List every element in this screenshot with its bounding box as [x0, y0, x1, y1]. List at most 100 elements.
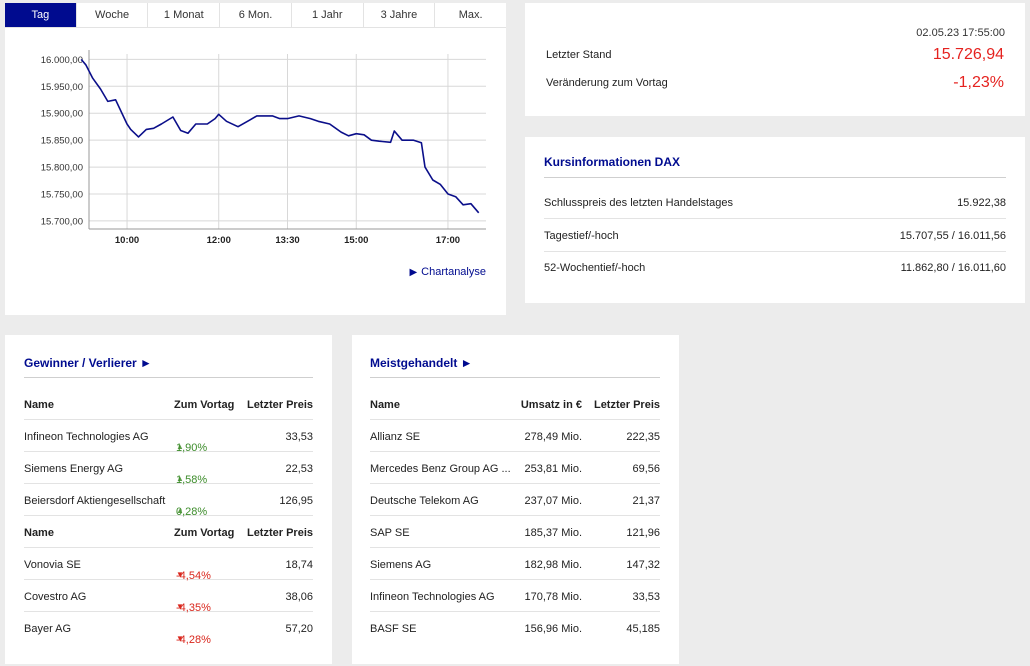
chart-panel: Tag Woche 1 Monat 6 Mon. 1 Jahr 3 Jahre …: [5, 3, 506, 315]
table-row[interactable]: Infineon Technologies AG 170,78 Mio. 33,…: [370, 580, 660, 612]
stock-price: 21,37: [632, 495, 660, 507]
y-tick-label: 16.000,00: [41, 55, 83, 66]
stock-name: Allianz SE: [370, 431, 421, 443]
table-row[interactable]: Deutsche Telekom AG 237,07 Mio. 21,37: [370, 484, 660, 516]
tab-3-years[interactable]: 3 Jahre: [364, 3, 436, 27]
table-row[interactable]: Vonovia SE ▼ -4,54% 18,74: [24, 548, 313, 582]
y-tick-label: 15.700,00: [41, 216, 83, 227]
info-row-label: 52-Wochentief/-hoch: [544, 262, 646, 274]
gainers-losers-panel: Gewinner / Verlierer ► Name Zum Vortag L…: [5, 335, 332, 664]
info-row-label: Tagestief/-hoch: [544, 230, 619, 242]
y-tick-label: 15.950,00: [41, 82, 83, 93]
tab-1-year[interactable]: 1 Jahr: [292, 3, 364, 27]
info-row-value: 11.862,80 / 16.011,60: [900, 262, 1006, 274]
stock-name: Siemens Energy AG: [24, 463, 124, 475]
most-traded-panel: Meistgehandelt ► Name Umsatz in € Letzte…: [352, 335, 679, 664]
column-header-price: Letzter Preis: [593, 399, 660, 411]
divider: [544, 218, 1006, 219]
stock-name: Deutsche Telekom AG: [370, 495, 479, 507]
triangle-down-icon: ▼: [176, 634, 184, 643]
stock-name: Beiersdorf Aktiengesellschaft: [24, 495, 166, 507]
table-row[interactable]: Siemens Energy AG ▲ 1,58% 22,53: [24, 452, 313, 486]
triangle-down-icon: ▼: [176, 570, 184, 579]
info-row-label: Schlusspreis des letzten Handelstages: [544, 197, 733, 209]
stock-name: BASF SE: [370, 623, 417, 635]
x-tick-label: 15:00: [344, 235, 368, 246]
triangle-up-icon: ▲: [176, 474, 184, 483]
chart-analysis-link[interactable]: ▶ Chartanalyse: [409, 266, 486, 278]
most-traded-table: Name Umsatz in € Letzter Preis Allianz S…: [370, 388, 660, 662]
column-header-price: Letzter Preis: [246, 527, 313, 539]
stock-price: 121,96: [626, 527, 660, 539]
column-header-change: Zum Vortag: [174, 399, 235, 411]
stock-name: Siemens AG: [370, 559, 432, 571]
info-row: 52-Wochentief/-hoch 11.862,80 / 16.011,6…: [544, 262, 1006, 274]
tab-day[interactable]: Tag: [5, 3, 77, 27]
stock-price: 126,95: [279, 495, 313, 507]
table-row[interactable]: Mercedes Benz Group AG ... 253,81 Mio. 6…: [370, 452, 660, 484]
stock-volume: 170,78 Mio.: [524, 591, 582, 603]
change-value: -1,23%: [953, 74, 1004, 91]
tab-6-months[interactable]: 6 Mon.: [220, 3, 292, 27]
stock-name: Mercedes Benz Group AG ...: [370, 463, 511, 475]
stock-price: 45,185: [626, 623, 660, 635]
triangle-up-icon: ▲: [176, 442, 184, 451]
price-info-title: Kursinformationen DAX: [544, 155, 681, 169]
y-tick-label: 15.750,00: [41, 190, 83, 201]
y-tick-label: 15.850,00: [41, 136, 83, 147]
stock-name: Infineon Technologies AG: [24, 431, 149, 443]
play-icon: ▶: [409, 267, 418, 278]
last-price-label: Letzter Stand: [546, 49, 612, 61]
table-header: Name Umsatz in € Letzter Preis: [370, 388, 660, 420]
tab-week[interactable]: Woche: [77, 3, 149, 27]
info-row-value: 15.707,55 / 16.011,56: [899, 230, 1006, 242]
tab-1-month[interactable]: 1 Monat: [148, 3, 221, 27]
gainers-losers-title-link[interactable]: Gewinner / Verlierer ►: [24, 356, 152, 370]
stock-price: 33,53: [285, 431, 313, 443]
stock-price: 69,56: [632, 463, 660, 475]
divider: [370, 377, 660, 378]
table-row[interactable]: BASF SE 156,96 Mio. 45,185: [370, 612, 660, 644]
column-header-price: Letzter Preis: [246, 399, 313, 411]
column-header-change: Zum Vortag: [174, 527, 235, 539]
table-row[interactable]: Covestro AG ▼ -4,35% 38,06: [24, 580, 313, 614]
stock-volume: 237,07 Mio.: [524, 495, 582, 507]
y-tick-label: 15.900,00: [41, 109, 83, 120]
divider: [544, 177, 1006, 178]
price-chart: 16.000,00 15.950,00 15.900,00 15.850,00 15.8…: [41, 50, 486, 246]
last-price-value: 15.726,94: [932, 46, 1004, 63]
stock-name: Infineon Technologies AG: [370, 591, 495, 603]
divider: [544, 251, 1006, 252]
stock-price: 18,74: [285, 559, 313, 571]
stock-volume: 156,96 Mio.: [524, 623, 582, 635]
stock-volume: 278,49 Mio.: [524, 431, 582, 443]
x-tick-label: 17:00: [436, 235, 460, 246]
y-tick-label: 15.800,00: [41, 163, 83, 174]
stock-price: 147,32: [626, 559, 660, 571]
tab-max[interactable]: Max.: [458, 9, 483, 21]
table-row[interactable]: SAP SE 185,37 Mio. 121,96: [370, 516, 660, 548]
quote-panel: 02.05.23 17:55:00 Letzter Stand 15.726,9…: [525, 3, 1025, 116]
divider: [24, 377, 313, 378]
change-row: Veränderung zum Vortag -1,23%: [546, 74, 1004, 92]
price-info-panel: Kursinformationen DAX Schlusspreis des l…: [525, 137, 1025, 303]
triangle-down-icon: ▼: [176, 602, 184, 611]
stock-price: 38,06: [285, 591, 313, 603]
most-traded-title-link[interactable]: Meistgehandelt ►: [370, 356, 473, 370]
last-price-row: Letzter Stand 15.726,94: [546, 46, 1004, 64]
timeframe-tabs: Tag Woche 1 Monat 6 Mon. 1 Jahr 3 Jahre …: [5, 3, 506, 28]
table-header: Name Zum Vortag Letzter Preis: [24, 388, 313, 420]
table-row[interactable]: Bayer AG ▼ -4,28% 57,20: [24, 623, 313, 646]
stock-volume: 253,81 Mio.: [524, 463, 582, 475]
stock-volume: 182,98 Mio.: [524, 559, 582, 571]
table-row[interactable]: Beiersdorf Aktiengesellschaft ▲ 0,28% 126…: [24, 484, 313, 518]
x-tick-label: 12:00: [207, 235, 231, 246]
info-row: Schlusspreis des letzten Handelstages 15…: [544, 197, 1006, 209]
x-tick-label: 13:30: [275, 235, 299, 246]
x-tick-label: 10:00: [115, 235, 139, 246]
table-row[interactable]: Allianz SE 278,49 Mio. 222,35: [370, 420, 660, 452]
table-row[interactable]: Siemens AG 182,98 Mio. 147,32: [370, 548, 660, 580]
stock-name: Covestro AG: [24, 591, 87, 603]
table-row[interactable]: Infineon Technologies AG ▲ 1,90% 33,53: [24, 420, 313, 454]
stock-price: 22,53: [285, 463, 313, 475]
